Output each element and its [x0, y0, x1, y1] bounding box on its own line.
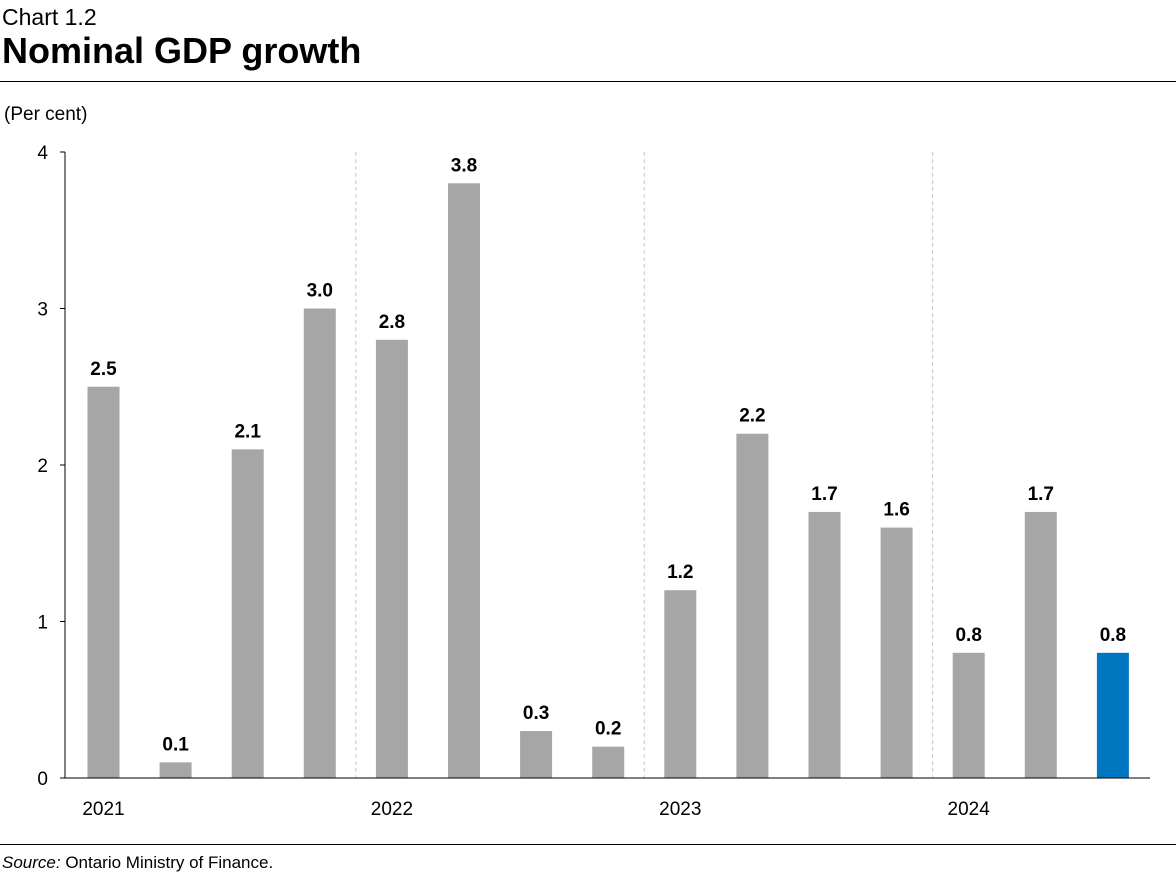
data-label: 3.8: [451, 155, 477, 176]
y-axis-label: (Per cent): [4, 104, 87, 125]
source-label: Source:: [2, 853, 61, 872]
y-tick-label: 0: [37, 769, 48, 790]
bar: [592, 746, 625, 778]
x-tick-label: 2022: [371, 799, 413, 820]
x-tick-label: 2024: [948, 799, 991, 820]
y-axis: 0 1 2 3 4: [37, 143, 66, 790]
data-label: 0.8: [1100, 625, 1126, 646]
y-tick-label: 4: [37, 143, 48, 164]
bar: [952, 652, 985, 778]
y-tick-label: 3: [37, 300, 48, 321]
y-tick-label: 1: [37, 613, 48, 634]
chart-title: Nominal GDP growth: [2, 30, 362, 71]
footer-rule: [0, 844, 1176, 845]
data-label: 0.8: [955, 625, 981, 646]
bar: [520, 731, 553, 778]
source-text: Ontario Ministry of Finance.: [65, 853, 274, 872]
data-label: 2.2: [739, 406, 765, 427]
bar: [808, 511, 841, 778]
data-label: 1.2: [667, 562, 693, 583]
data-label: 3.0: [307, 281, 333, 302]
bar: [87, 386, 120, 778]
chart-label: Chart 1.2: [2, 4, 97, 30]
bar: [375, 339, 408, 778]
value-labels: 2.5 0.1 2.1 3.0 2.8 3.8 0.3 0.2 1.2 2.2 1.7 1.6 0.8 1…: [90, 155, 1126, 755]
bar: [1096, 652, 1129, 778]
bar: [231, 449, 264, 778]
data-label: 0.1: [162, 734, 189, 755]
bar: [880, 527, 913, 778]
data-label: 1.7: [811, 484, 837, 505]
data-label: 2.1: [234, 421, 261, 442]
bar: [1024, 511, 1057, 778]
data-label: 0.2: [595, 719, 621, 740]
bar: [303, 308, 336, 778]
x-tick-label: 2021: [82, 799, 124, 820]
source-note: Source: Ontario Ministry of Finance.: [2, 853, 273, 873]
data-label: 2.5: [90, 359, 117, 380]
data-label: 1.6: [883, 500, 909, 521]
bar: [736, 433, 769, 778]
bar: [159, 762, 192, 778]
bar: [664, 590, 697, 778]
data-label: 0.3: [523, 703, 549, 724]
x-tick-label: 2023: [659, 799, 701, 820]
bar: [448, 183, 480, 779]
year-dividers: [355, 152, 934, 778]
data-label: 2.8: [379, 312, 405, 333]
data-label: 1.7: [1028, 484, 1054, 505]
x-axis: 2021 2022 2023 2024: [65, 777, 1150, 820]
bars: [87, 183, 1129, 779]
y-tick-label: 2: [37, 456, 48, 477]
header-rule: [0, 81, 1176, 82]
